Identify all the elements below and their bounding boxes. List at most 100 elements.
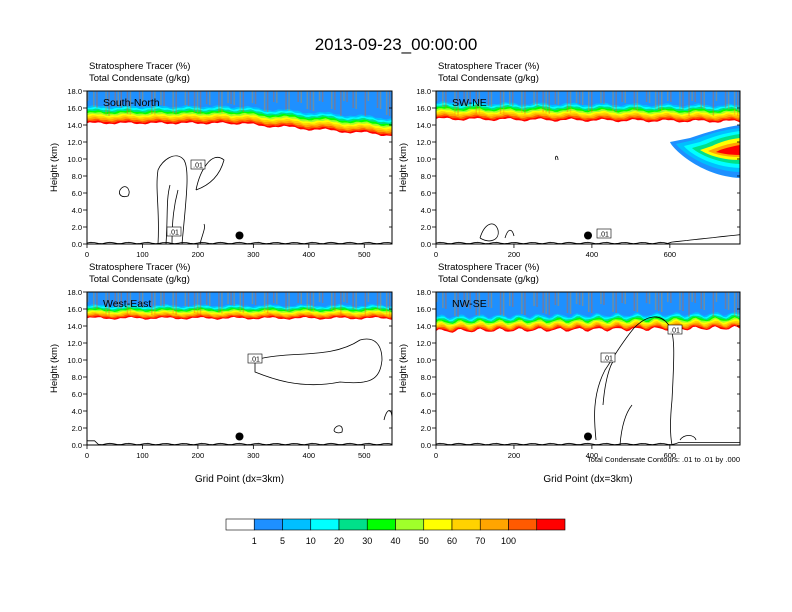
panel-title-condensate: Total Condensate (g/kg)	[438, 274, 539, 285]
y-tick-label: 0.0	[421, 240, 431, 249]
contour-label-box	[190, 159, 206, 170]
tracer-streak	[624, 292, 626, 304]
colorbar-label: 5	[280, 536, 285, 546]
tracer-streak	[263, 292, 266, 312]
colorbar-swatch	[508, 518, 538, 531]
tracer-streak	[209, 91, 211, 105]
contour-label-text: .01	[169, 230, 179, 237]
tracer-streak	[715, 292, 718, 302]
y-tick-label: 16.0	[416, 305, 431, 314]
tracer-streak	[578, 292, 581, 305]
x-tick-label: 200	[508, 250, 521, 259]
tracer-streak	[306, 91, 309, 109]
x-tick-label: 0	[434, 250, 438, 259]
tracer-field	[436, 292, 740, 445]
tracer-streak	[661, 292, 663, 312]
tracer-streak	[542, 91, 544, 112]
tracer-streak	[273, 292, 275, 303]
condensate-contour	[119, 186, 130, 198]
contour-label: .01	[600, 352, 616, 363]
x-axis-label: Grid Point (dx=3km)	[195, 474, 284, 485]
tracer-streak	[633, 292, 636, 311]
condensate-contour	[171, 189, 179, 244]
condensate-contour	[504, 229, 515, 239]
colorbar-label: 20	[334, 536, 344, 546]
tracer-streak	[667, 91, 669, 101]
x-tick-label: 500	[358, 250, 371, 259]
x-tick-label: 0	[434, 451, 438, 460]
tracer-streak	[306, 292, 309, 310]
condensate-contours	[479, 155, 559, 242]
tracer-streak	[633, 91, 636, 110]
tracer-streak	[727, 292, 730, 310]
contour-label-box	[247, 353, 263, 364]
condensate-contour	[594, 316, 675, 445]
condensate-contour	[165, 184, 171, 244]
cross-section-center-marker	[584, 432, 592, 441]
y-tick-label: 12.0	[416, 138, 431, 147]
tracer-streak	[254, 91, 257, 104]
tracer-streak	[126, 91, 129, 114]
colorbar-label: 50	[419, 536, 429, 546]
tracer-streak	[700, 91, 702, 108]
tracer-streak	[621, 292, 623, 303]
tracer-streak	[379, 91, 382, 109]
x-tick-label: 0	[85, 250, 89, 259]
y-tick-label: 6.0	[72, 189, 82, 198]
colorbar-swatch	[366, 518, 396, 531]
tracer-streak	[621, 91, 623, 102]
panel-title-condensate: Total Condensate (g/kg)	[89, 274, 190, 285]
tracer-streak	[624, 91, 626, 103]
panel-label: West-East	[103, 298, 151, 310]
x-tick-label: 500	[358, 451, 371, 460]
tracer-streak	[205, 91, 208, 104]
tracer-streak	[340, 91, 342, 116]
tracer-streak	[297, 292, 299, 303]
contour-label: .01	[166, 226, 182, 237]
tracer-streak	[87, 91, 89, 101]
contour-label-text: .01	[603, 356, 613, 363]
y-tick-label: 16.0	[416, 104, 431, 113]
tracer-streak	[172, 91, 174, 113]
y-tick-label: 2.0	[421, 424, 431, 433]
tracer-intrusion	[716, 145, 740, 155]
y-tick-label: 14.0	[416, 322, 431, 331]
condensate-contour	[195, 157, 225, 191]
condensate-contour	[254, 338, 383, 386]
tracer-streak	[352, 292, 354, 309]
tracer-band	[436, 292, 740, 319]
y-tick-label: 18.0	[67, 288, 82, 297]
tracer-streak	[239, 91, 241, 111]
panel-title-tracer: Stratosphere Tracer (%)	[438, 61, 539, 72]
tracer-streak	[600, 292, 602, 304]
y-tick-label: 18.0	[67, 87, 82, 96]
tracer-streak	[521, 292, 523, 314]
tracer-streak	[175, 292, 177, 315]
colorbar-swatch	[282, 518, 312, 531]
tracer-streak	[545, 91, 547, 113]
y-tick-label: 16.0	[67, 104, 82, 113]
tracer-streak	[688, 91, 690, 116]
tracer-streak	[199, 292, 202, 315]
tracer-streak	[694, 292, 696, 303]
tracer-streak	[469, 91, 471, 108]
tracer-streak	[334, 91, 336, 110]
panel-title-tracer: Stratosphere Tracer (%)	[89, 262, 190, 273]
condensate-contour	[333, 425, 343, 434]
colorbar-swatch	[451, 518, 481, 531]
x-tick-label: 400	[586, 250, 599, 259]
tracer-streak	[343, 91, 345, 101]
tracer-streak	[670, 91, 672, 102]
tracer-streak	[251, 292, 254, 304]
cross-section-center-marker	[235, 231, 244, 240]
tracer-streak	[276, 292, 278, 304]
colorbar-label: 10	[306, 536, 316, 546]
tracer-streak	[724, 91, 727, 108]
y-tick-label: 4.0	[421, 206, 431, 215]
tracer-streak	[193, 91, 196, 112]
panel-label: SW-NE	[452, 97, 487, 109]
contour-label-box	[667, 324, 683, 335]
tracer-streak	[712, 91, 715, 116]
condensate-contour	[619, 404, 633, 445]
panel-south-north: Stratosphere Tracer (%)Total Condensate …	[49, 61, 393, 259]
